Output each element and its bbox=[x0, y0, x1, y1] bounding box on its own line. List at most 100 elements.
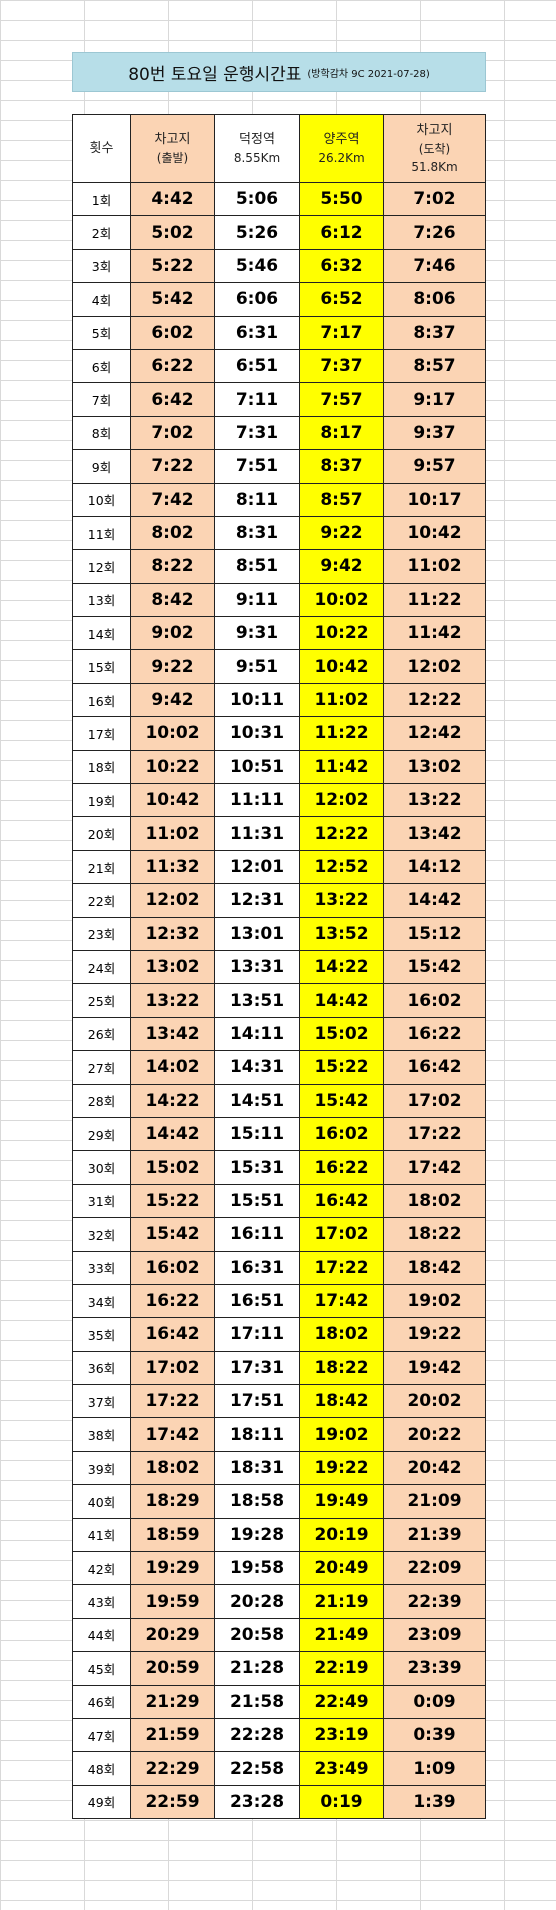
yangju-time-cell: 16:42 bbox=[299, 1183, 384, 1219]
depot-arrival-cell: 11:42 bbox=[383, 616, 486, 651]
depot-departure-cell: 14:42 bbox=[130, 1116, 215, 1152]
deokjeong-time-cell: 18:58 bbox=[214, 1484, 300, 1519]
deokjeong-time-cell: 16:51 bbox=[214, 1283, 300, 1319]
trip-number-cell: 2회 bbox=[72, 215, 131, 250]
depot-departure-cell: 8:22 bbox=[130, 549, 215, 584]
yangju-time-cell: 7:17 bbox=[299, 315, 384, 350]
table-row: 16회 9:42 10:11 11:02 12:22 bbox=[72, 682, 486, 718]
depot-departure-cell: 15:42 bbox=[130, 1217, 215, 1252]
trip-number-cell: 43회 bbox=[72, 1584, 131, 1619]
table-row: 37회 17:22 17:51 18:42 20:02 bbox=[72, 1384, 486, 1419]
yangju-time-cell: 17:02 bbox=[299, 1217, 384, 1252]
depot-arrival-cell: 18:02 bbox=[383, 1183, 486, 1219]
deokjeong-time-cell: 16:11 bbox=[214, 1217, 300, 1252]
deokjeong-time-cell: 14:51 bbox=[214, 1083, 300, 1118]
depot-arrival-cell: 1:39 bbox=[383, 1784, 486, 1820]
depot-arrival-cell: 22:39 bbox=[383, 1584, 486, 1619]
trip-number-cell: 10회 bbox=[72, 482, 131, 517]
deokjeong-time-cell: 18:11 bbox=[214, 1417, 300, 1452]
deokjeong-time-cell: 19:28 bbox=[214, 1517, 300, 1553]
depot-departure-cell: 10:22 bbox=[130, 749, 215, 785]
table-row: 49회 22:59 23:28 0:19 1:39 bbox=[72, 1784, 486, 1820]
depot-arrival-cell: 13:22 bbox=[383, 783, 486, 818]
trip-number-cell: 45회 bbox=[72, 1651, 131, 1686]
yangju-time-cell: 22:19 bbox=[299, 1651, 384, 1686]
depot-arrival-cell: 11:02 bbox=[383, 549, 486, 584]
trip-number-cell: 1회 bbox=[72, 181, 131, 217]
depot-arrival-cell: 20:02 bbox=[383, 1384, 486, 1419]
deokjeong-time-cell: 10:51 bbox=[214, 749, 300, 785]
yangju-time-cell: 18:22 bbox=[299, 1350, 384, 1386]
trip-number-cell: 22회 bbox=[72, 883, 131, 918]
depot-departure-cell: 11:02 bbox=[130, 816, 215, 851]
header-yangju-station: 양주역 26.2Km bbox=[299, 114, 384, 183]
table-row: 26회 13:42 14:11 15:02 16:22 bbox=[72, 1016, 486, 1052]
depot-arrival-cell: 13:42 bbox=[383, 816, 486, 851]
deokjeong-time-cell: 15:51 bbox=[214, 1183, 300, 1219]
deokjeong-time-cell: 22:28 bbox=[214, 1717, 300, 1753]
depot-departure-cell: 7:02 bbox=[130, 415, 215, 451]
table-row: 8회 7:02 7:31 8:17 9:37 bbox=[72, 415, 486, 451]
header-deokjeong-station: 덕정역 8.55Km bbox=[214, 114, 300, 183]
depot-arrival-cell: 12:22 bbox=[383, 682, 486, 718]
depot-arrival-cell: 16:42 bbox=[383, 1050, 486, 1085]
timetable-title: 80번 토요일 운행시간표 (방학감차 9C 2021-07-28) bbox=[72, 52, 486, 92]
trip-number-cell: 37회 bbox=[72, 1384, 131, 1419]
yangju-time-cell: 6:32 bbox=[299, 248, 384, 284]
depot-departure-cell: 17:42 bbox=[130, 1417, 215, 1452]
table-row: 41회 18:59 19:28 20:19 21:39 bbox=[72, 1517, 486, 1553]
depot-departure-cell: 20:29 bbox=[130, 1617, 215, 1653]
depot-arrival-cell: 15:12 bbox=[383, 916, 486, 951]
table-row: 44회 20:29 20:58 21:49 23:09 bbox=[72, 1617, 486, 1653]
depot-departure-cell: 19:59 bbox=[130, 1584, 215, 1619]
table-row: 14회 9:02 9:31 10:22 11:42 bbox=[72, 616, 486, 651]
depot-arrival-cell: 19:02 bbox=[383, 1283, 486, 1319]
depot-departure-cell: 9:42 bbox=[130, 682, 215, 718]
depot-departure-cell: 10:02 bbox=[130, 716, 215, 751]
table-row: 20회 11:02 11:31 12:22 13:42 bbox=[72, 816, 486, 851]
trip-number-cell: 46회 bbox=[72, 1684, 131, 1719]
trip-number-cell: 14회 bbox=[72, 616, 131, 651]
deokjeong-time-cell: 12:01 bbox=[214, 849, 300, 885]
deokjeong-time-cell: 21:58 bbox=[214, 1684, 300, 1719]
table-row: 36회 17:02 17:31 18:22 19:42 bbox=[72, 1350, 486, 1386]
depot-arrival-cell: 15:42 bbox=[383, 949, 486, 985]
depot-arrival-cell: 10:42 bbox=[383, 515, 486, 551]
table-row: 3회 5:22 5:46 6:32 7:46 bbox=[72, 248, 486, 284]
depot-departure-cell: 5:22 bbox=[130, 248, 215, 284]
table-row: 13회 8:42 9:11 10:02 11:22 bbox=[72, 582, 486, 618]
depot-arrival-cell: 23:39 bbox=[383, 1651, 486, 1686]
table-row: 39회 18:02 18:31 19:22 20:42 bbox=[72, 1450, 486, 1486]
depot-departure-cell: 19:29 bbox=[130, 1551, 215, 1586]
trip-number-cell: 49회 bbox=[72, 1784, 131, 1820]
deokjeong-time-cell: 11:11 bbox=[214, 783, 300, 818]
yangju-time-cell: 12:52 bbox=[299, 849, 384, 885]
table-row: 17회 10:02 10:31 11:22 12:42 bbox=[72, 716, 486, 751]
depot-departure-cell: 14:02 bbox=[130, 1050, 215, 1085]
depot-departure-cell: 22:29 bbox=[130, 1751, 215, 1786]
depot-departure-cell: 17:02 bbox=[130, 1350, 215, 1386]
trip-number-cell: 31회 bbox=[72, 1183, 131, 1219]
table-row: 19회 10:42 11:11 12:02 13:22 bbox=[72, 783, 486, 818]
table-row: 10회 7:42 8:11 8:57 10:17 bbox=[72, 482, 486, 517]
yangju-time-cell: 18:42 bbox=[299, 1384, 384, 1419]
depot-arrival-cell: 0:09 bbox=[383, 1684, 486, 1719]
trip-number-cell: 42회 bbox=[72, 1551, 131, 1586]
trip-number-cell: 27회 bbox=[72, 1050, 131, 1085]
trip-number-cell: 5회 bbox=[72, 315, 131, 350]
depot-arrival-cell: 17:42 bbox=[383, 1150, 486, 1185]
yangju-time-cell: 15:02 bbox=[299, 1016, 384, 1052]
yangju-time-cell: 8:17 bbox=[299, 415, 384, 451]
depot-departure-cell: 18:29 bbox=[130, 1484, 215, 1519]
table-row: 29회 14:42 15:11 16:02 17:22 bbox=[72, 1116, 486, 1152]
table-row: 31회 15:22 15:51 16:42 18:02 bbox=[72, 1183, 486, 1219]
table-row: 9회 7:22 7:51 8:37 9:57 bbox=[72, 449, 486, 484]
depot-departure-cell: 16:42 bbox=[130, 1317, 215, 1352]
yangju-time-cell: 19:49 bbox=[299, 1484, 384, 1519]
table-row: 15회 9:22 9:51 10:42 12:02 bbox=[72, 649, 486, 684]
depot-arrival-cell: 21:09 bbox=[383, 1484, 486, 1519]
yangju-time-cell: 17:22 bbox=[299, 1250, 384, 1285]
depot-arrival-cell: 16:22 bbox=[383, 1016, 486, 1052]
table-row: 2회 5:02 5:26 6:12 7:26 bbox=[72, 215, 486, 250]
